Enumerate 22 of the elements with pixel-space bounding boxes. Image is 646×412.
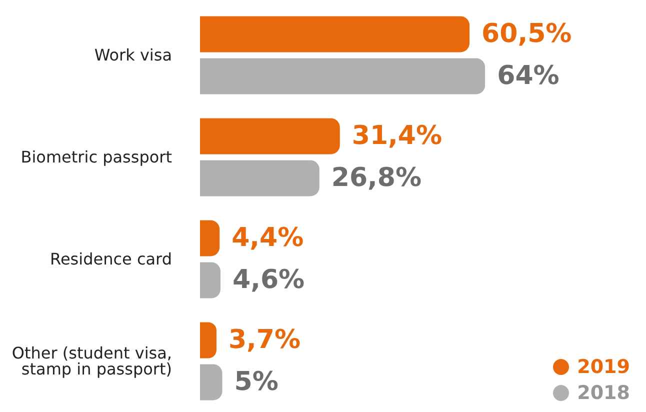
bar — [200, 322, 216, 358]
data-label: 26,8% — [331, 163, 422, 194]
data-label: 60,5% — [482, 19, 572, 50]
y-tick-label: Work visa — [94, 46, 172, 65]
y-tick-label: Other (student visa, stamp in passport) — [12, 344, 172, 379]
y-tick-label: Biometric passport — [20, 148, 172, 167]
data-label: 4,6% — [232, 265, 305, 296]
legend-label: 2019 — [577, 356, 630, 378]
bar — [200, 364, 222, 400]
bar — [200, 160, 320, 196]
bar — [200, 220, 220, 256]
data-label: 3,7% — [228, 325, 301, 356]
bar — [200, 16, 470, 52]
bar — [200, 58, 486, 94]
bar — [200, 118, 340, 154]
data-label: 4,4% — [232, 223, 304, 254]
data-label: 31,4% — [352, 121, 442, 152]
bar — [200, 262, 220, 298]
data-label: 64% — [497, 61, 560, 92]
legend-label: 2018 — [577, 382, 630, 404]
data-label: 5% — [234, 367, 278, 398]
y-tick-label: Residence card — [50, 250, 172, 269]
